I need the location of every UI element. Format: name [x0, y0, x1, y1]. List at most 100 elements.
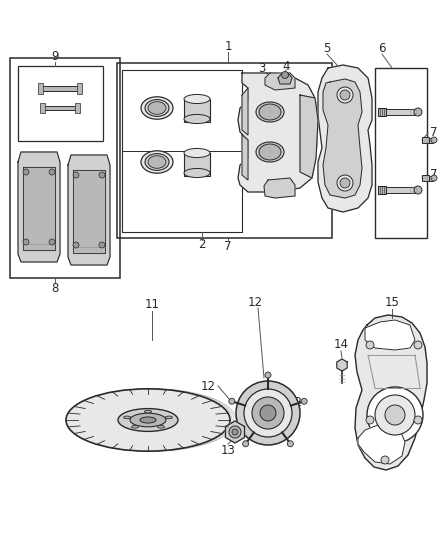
Bar [38, 83, 43, 94]
Circle shape [381, 456, 389, 464]
Polygon shape [323, 79, 362, 198]
Bar [10, 58, 120, 278]
Polygon shape [68, 155, 110, 265]
Polygon shape [264, 178, 295, 198]
Polygon shape [18, 152, 60, 262]
Polygon shape [242, 88, 248, 135]
Ellipse shape [148, 102, 166, 114]
Polygon shape [337, 359, 347, 371]
Circle shape [366, 341, 374, 349]
Circle shape [431, 137, 437, 143]
Polygon shape [23, 167, 55, 250]
Text: 12: 12 [201, 379, 215, 392]
Text: 15: 15 [385, 296, 399, 310]
Bar [378, 186, 386, 194]
Circle shape [236, 381, 300, 445]
Bar [40, 86, 80, 91]
Circle shape [99, 172, 105, 178]
Polygon shape [73, 170, 105, 253]
Polygon shape [300, 95, 318, 178]
Polygon shape [242, 135, 248, 180]
Ellipse shape [131, 425, 138, 428]
Circle shape [431, 175, 437, 181]
Circle shape [243, 441, 249, 447]
Text: 1: 1 [224, 39, 232, 52]
Ellipse shape [118, 409, 178, 431]
Circle shape [282, 71, 289, 78]
Text: 3: 3 [258, 62, 266, 76]
Ellipse shape [184, 168, 210, 177]
Bar [18, 66, 103, 141]
Bar [122, 70, 242, 232]
Circle shape [23, 169, 29, 175]
Circle shape [385, 405, 405, 425]
Circle shape [375, 395, 415, 435]
Ellipse shape [145, 154, 169, 171]
Text: 11: 11 [145, 298, 159, 311]
Circle shape [414, 186, 422, 194]
Bar [429, 138, 433, 142]
Ellipse shape [157, 425, 164, 428]
Polygon shape [265, 73, 295, 90]
Ellipse shape [141, 97, 173, 119]
Ellipse shape [145, 410, 152, 413]
Text: 7: 7 [224, 240, 232, 254]
Circle shape [287, 441, 293, 447]
Ellipse shape [259, 144, 281, 160]
Polygon shape [278, 73, 292, 84]
Text: 9: 9 [51, 50, 59, 62]
Bar [422, 175, 429, 181]
Polygon shape [355, 315, 427, 470]
Text: 4: 4 [282, 60, 290, 72]
Text: 10: 10 [89, 403, 104, 416]
Polygon shape [318, 65, 372, 212]
Circle shape [414, 416, 422, 424]
Ellipse shape [124, 416, 131, 419]
Bar [422, 137, 429, 143]
Circle shape [366, 416, 374, 424]
Text: 7: 7 [430, 168, 438, 182]
Circle shape [340, 178, 350, 188]
Bar [184, 153, 210, 176]
Bar [42, 106, 78, 110]
Bar [375, 68, 427, 238]
Bar [429, 175, 433, 181]
Text: 8: 8 [51, 281, 59, 295]
Bar [77, 83, 82, 94]
Circle shape [229, 426, 241, 438]
Circle shape [23, 239, 29, 245]
Text: 13: 13 [221, 443, 236, 456]
Polygon shape [365, 320, 415, 350]
Polygon shape [358, 425, 405, 464]
Circle shape [244, 389, 292, 437]
Circle shape [232, 429, 238, 435]
Bar [75, 103, 80, 113]
Bar [184, 99, 210, 122]
Circle shape [99, 242, 105, 248]
Circle shape [340, 90, 350, 100]
Text: 12: 12 [247, 295, 262, 309]
Text: 6: 6 [378, 42, 386, 54]
Text: 7: 7 [430, 126, 438, 140]
Bar [40, 103, 45, 113]
Ellipse shape [166, 416, 173, 419]
Text: 2: 2 [198, 238, 206, 251]
Ellipse shape [184, 149, 210, 158]
Circle shape [301, 398, 307, 404]
Circle shape [73, 242, 79, 248]
Circle shape [337, 175, 353, 191]
Circle shape [49, 239, 55, 245]
Circle shape [414, 108, 422, 116]
Ellipse shape [256, 142, 284, 162]
Ellipse shape [66, 389, 230, 451]
Circle shape [337, 87, 353, 103]
Ellipse shape [130, 413, 166, 427]
Ellipse shape [140, 417, 156, 423]
Circle shape [229, 398, 235, 404]
Ellipse shape [184, 115, 210, 124]
Circle shape [414, 341, 422, 349]
Circle shape [367, 387, 423, 443]
Polygon shape [238, 73, 318, 192]
Ellipse shape [184, 94, 210, 103]
Ellipse shape [148, 156, 166, 168]
